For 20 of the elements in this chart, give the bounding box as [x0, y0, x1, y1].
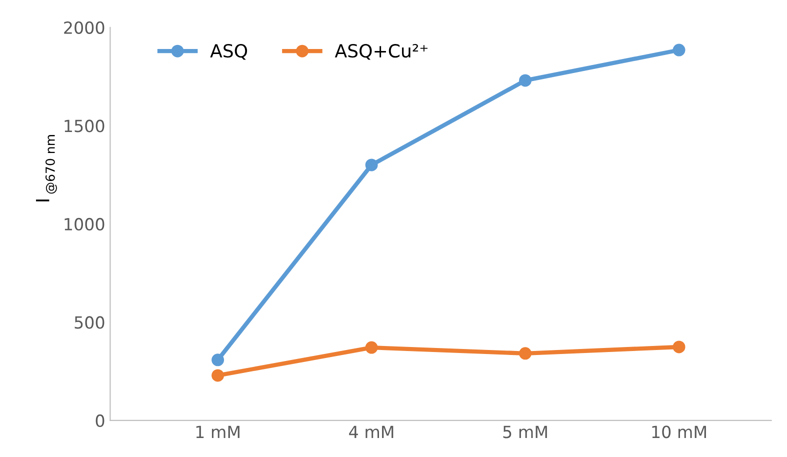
point — [212, 354, 224, 366]
point — [672, 340, 686, 354]
x-tick-label: 10 mM — [652, 426, 706, 438]
x-tick-label: 1 mM — [196, 426, 240, 438]
point — [519, 74, 532, 87]
x-tick-label: 4 mM — [349, 426, 394, 438]
point — [365, 341, 378, 354]
point — [519, 347, 532, 360]
y-tick-label: 0 — [96, 414, 104, 428]
point — [672, 44, 686, 56]
y-tick-label: 500 — [74, 316, 104, 329]
point — [212, 369, 224, 382]
y-axis-title: I@670 nm — [36, 135, 57, 202]
y-tick-label: 1000 — [64, 218, 104, 230]
y-tick-label: 1500 — [64, 120, 104, 132]
point — [365, 158, 378, 172]
legend-label: ASQ — [210, 44, 248, 60]
legend-label: ASQ+Cu²⁺ — [334, 44, 428, 60]
y-tick-label: 2000 — [64, 21, 104, 34]
x-tick-label: 5 mM — [503, 426, 547, 438]
